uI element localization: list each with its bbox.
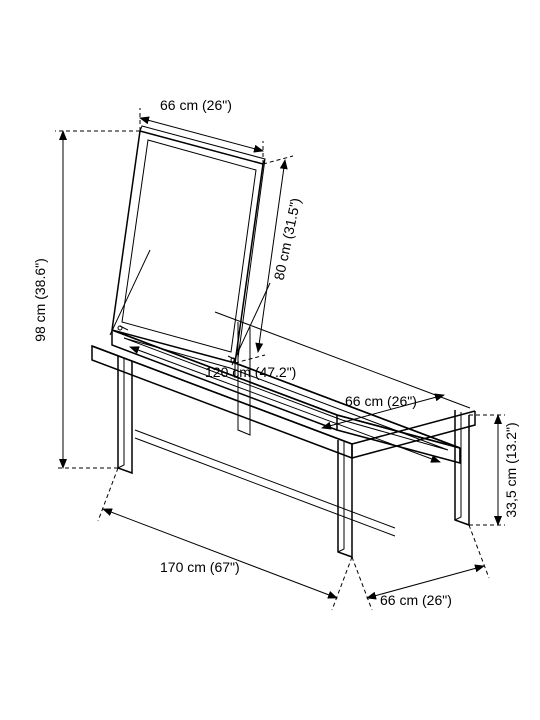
- dim-leg-height: 33,5 cm (13.2"): [469, 415, 519, 525]
- dim-seat-width: 66 cm (26"): [322, 393, 444, 428]
- dim-leg-height-label: 33,5 cm (13.2"): [503, 422, 519, 517]
- dim-back-length-label: 80 cm (31.5"): [271, 196, 304, 281]
- dim-top-width-label: 66 cm (26"): [160, 97, 232, 113]
- dim-total-height-label: 98 cm (38.6"): [32, 258, 48, 342]
- dim-seat-length-label: 120 cm (47.2"): [205, 364, 296, 380]
- dim-seat-width-label: 66 cm (26"): [345, 393, 417, 409]
- diagram-canvas: 66 cm (26") 80 cm (31.5") 98 cm (38.6") …: [0, 0, 540, 720]
- lounger-outline: [92, 126, 475, 557]
- dim-base-width-label: 66 cm (26"): [380, 592, 452, 608]
- dim-base-length-label: 170 cm (67"): [160, 559, 240, 575]
- dim-base-length: 170 cm (67"): [98, 468, 352, 610]
- dim-base-width: 66 cm (26"): [352, 525, 489, 610]
